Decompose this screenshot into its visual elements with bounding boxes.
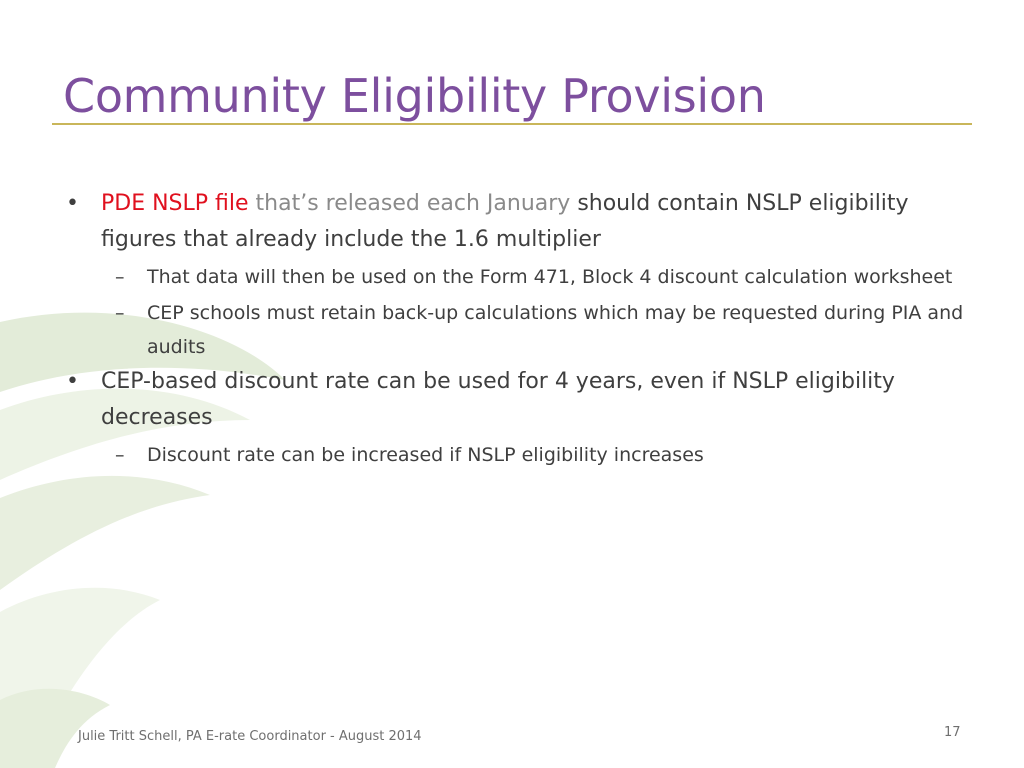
muted-text: that’s released each January <box>255 191 571 216</box>
subbullet-text: Discount rate can be increased if NSLP e… <box>147 444 704 466</box>
bullet-text: CEP-based discount rate can be used for … <box>101 369 895 430</box>
subbullet-text: CEP schools must retain back-up calculat… <box>147 302 964 358</box>
bullet-text: should contain NSLP eligibility figures … <box>101 191 909 252</box>
subbullet-item: – Discount rate can be increased if NSLP… <box>66 438 966 472</box>
dash-marker: – <box>115 266 125 288</box>
bullet-item: • PDE NSLP file that’s released each Jan… <box>66 186 966 258</box>
bullet-marker: • <box>66 191 79 216</box>
title-underline <box>52 123 972 125</box>
footer-text: Julie Tritt Schell, PA E-rate Coordinato… <box>78 729 422 744</box>
bullet-item: • CEP-based discount rate can be used fo… <box>66 364 966 436</box>
dash-marker: – <box>115 444 125 466</box>
subbullet-text: That data will then be used on the Form … <box>147 266 953 288</box>
slide-content: • PDE NSLP file that’s released each Jan… <box>66 186 966 472</box>
page-number: 17 <box>944 725 961 740</box>
highlight-text: PDE NSLP file <box>101 191 249 216</box>
subbullet-item: – CEP schools must retain back-up calcul… <box>66 296 966 364</box>
subbullet-item: – That data will then be used on the For… <box>66 260 966 294</box>
slide-title: Community Eligibility Provision <box>63 69 766 123</box>
bullet-marker: • <box>66 369 79 394</box>
dash-marker: – <box>115 302 125 324</box>
